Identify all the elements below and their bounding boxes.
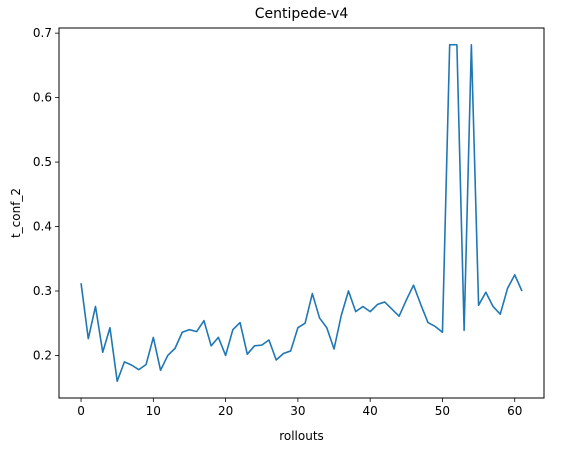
x-tick-label: 10	[146, 404, 161, 418]
y-axis-ticks: 0.2 0.3 0.4 0.5 0.6 0.7	[33, 26, 59, 362]
chart-title: Centipede-v4	[255, 6, 349, 22]
x-tick-label: 30	[290, 404, 305, 418]
y-tick-label: 0.5	[33, 155, 52, 169]
axes-frame	[58, 27, 545, 399]
series-line-0	[80, 43, 523, 383]
x-tick-label: 0	[77, 404, 85, 418]
y-axis-label: t_conf_2	[9, 188, 23, 238]
x-axis-label: rollouts	[279, 429, 324, 443]
y-tick-label: 0.2	[33, 348, 52, 362]
plot-area	[80, 43, 523, 383]
x-tick-label: 40	[363, 404, 378, 418]
x-tick-label: 50	[435, 404, 450, 418]
y-tick-label: 0.7	[33, 26, 52, 40]
x-tick-label: 60	[507, 404, 522, 418]
y-tick-label: 0.6	[33, 91, 52, 105]
x-tick-label: 20	[218, 404, 233, 418]
y-tick-label: 0.4	[33, 220, 52, 234]
y-tick-label: 0.3	[33, 284, 52, 298]
x-axis-ticks: 0 10 20 30 40 50 60	[77, 398, 522, 418]
